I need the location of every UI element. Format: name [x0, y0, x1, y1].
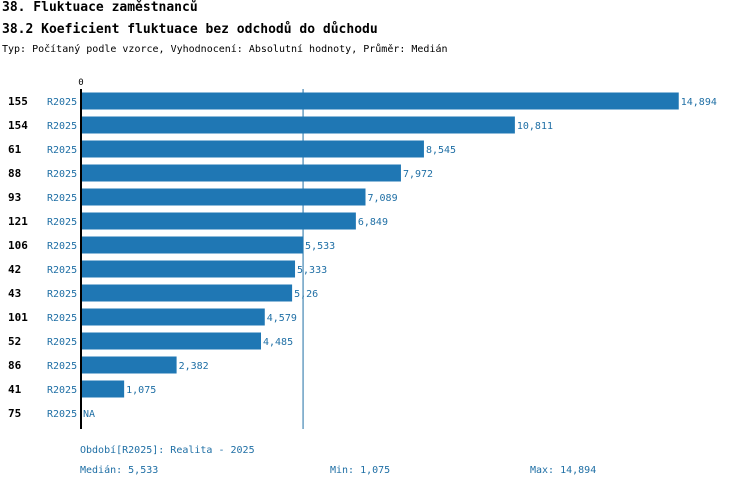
bar — [81, 284, 293, 302]
row-id-label: 88 — [8, 167, 21, 180]
row-id-label: 155 — [8, 95, 28, 108]
row-period-label: R2025 — [47, 121, 77, 132]
data-label: 7,089 — [368, 193, 398, 204]
data-label: 5,333 — [297, 265, 327, 276]
median-stat: Medián: 5,533 — [80, 465, 159, 476]
row-period-label: R2025 — [47, 217, 77, 228]
row-period-label: R2025 — [47, 337, 77, 348]
data-label: 10,811 — [517, 121, 553, 132]
data-label: 4,485 — [263, 337, 293, 348]
row-id-label: 106 — [8, 239, 28, 252]
row-period-label: R2025 — [47, 289, 77, 300]
data-label: 8,545 — [426, 145, 456, 156]
data-label: 6,849 — [358, 217, 388, 228]
bar — [81, 308, 265, 326]
row-period-label: R2025 — [47, 193, 77, 204]
axis-zero-label: 0 — [78, 78, 83, 88]
bar — [81, 116, 515, 134]
row-id-label: 93 — [8, 191, 21, 204]
data-label: 4,579 — [267, 313, 297, 324]
data-label: 7,972 — [403, 169, 433, 180]
bar — [81, 236, 304, 254]
row-period-label: R2025 — [47, 385, 77, 396]
data-label: NA — [83, 409, 95, 420]
row-period-label: R2025 — [47, 265, 77, 276]
bar — [81, 260, 296, 278]
row-period-label: R2025 — [47, 145, 77, 156]
chart-info: Typ: Počítaný podle vzorce, Vyhodnocení:… — [2, 44, 448, 55]
row-id-label: 43 — [8, 287, 21, 300]
row-id-label: 121 — [8, 215, 28, 228]
data-label: 5,26 — [294, 289, 318, 300]
period-note: Období[R2025]: Realita - 2025 — [80, 445, 255, 456]
data-label: 5,533 — [305, 241, 335, 252]
bar — [81, 356, 177, 374]
row-period-label: R2025 — [47, 361, 77, 372]
bar — [81, 140, 424, 158]
row-id-label: 42 — [8, 263, 21, 276]
row-id-label: 52 — [8, 335, 21, 348]
page-title: 38. Fluktuace zaměstnanců — [2, 0, 198, 15]
bar — [81, 188, 366, 206]
row-id-label: 61 — [8, 143, 22, 156]
row-period-label: R2025 — [47, 169, 77, 180]
chart-title: 38.2 Koeficient fluktuace bez odchodů do… — [2, 22, 378, 37]
min-stat: Min: 1,075 — [330, 465, 391, 476]
bar — [81, 380, 125, 398]
max-stat: Max: 14,894 — [530, 465, 597, 476]
row-period-label: R2025 — [47, 241, 77, 252]
bar — [81, 212, 356, 230]
row-id-label: 86 — [8, 359, 22, 372]
bar — [81, 92, 679, 110]
bar — [81, 332, 261, 350]
data-label: 1,075 — [126, 385, 156, 396]
row-id-label: 101 — [8, 311, 28, 324]
row-period-label: R2025 — [47, 97, 77, 108]
row-id-label: 154 — [8, 119, 28, 132]
row-period-label: R2025 — [47, 409, 77, 420]
row-period-label: R2025 — [47, 313, 77, 324]
bar — [81, 164, 401, 182]
row-id-label: 41 — [8, 383, 22, 396]
data-label: 14,894 — [681, 97, 717, 108]
row-id-label: 75 — [8, 407, 21, 420]
data-label: 2,382 — [179, 361, 209, 372]
